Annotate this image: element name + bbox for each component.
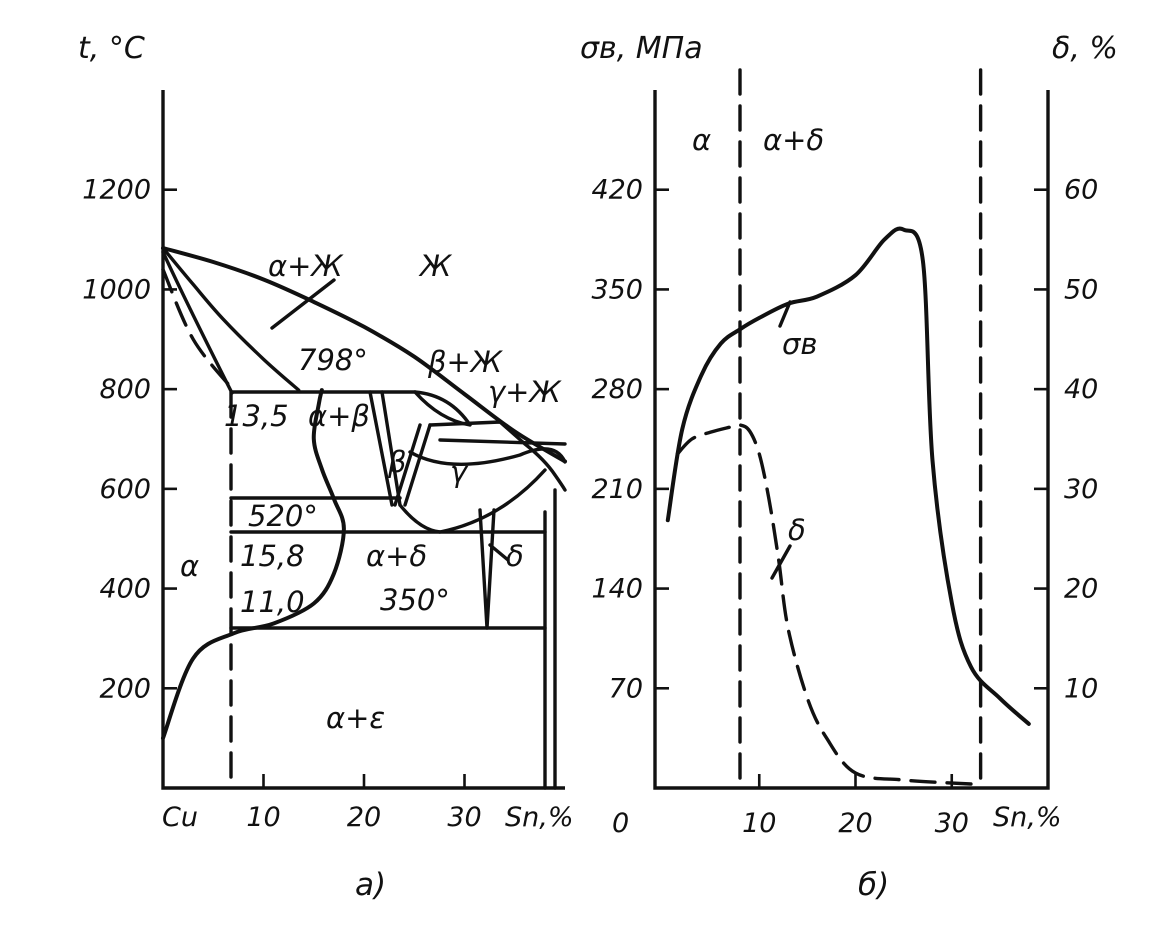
region-liquid: Ж: [418, 249, 453, 283]
panel-b-x-origin-label: 0: [612, 808, 629, 839]
panel-a-x-tick-label: 30: [447, 802, 481, 833]
region-alpha-delta: α+δ: [366, 539, 427, 573]
panel-a-y-tick-label: 800: [99, 374, 151, 405]
panel-a-caption: a): [355, 867, 386, 903]
panel-a-axes: [161, 90, 565, 790]
sigma-leader-line: [778, 300, 792, 328]
region-alpha: α: [180, 549, 199, 583]
panel-b-region-alpha-delta: α+δ: [763, 123, 824, 157]
panel-b-left-y-tick-label: 140: [591, 574, 643, 605]
label-350: 350°: [380, 583, 450, 617]
beta-left-boundary: [380, 390, 402, 507]
panel-b-right-axis-title: δ, %: [1052, 31, 1118, 66]
panel-b-left-y-tick-label: 70: [609, 673, 643, 704]
panel-b-right-y-tick-label: 20: [1064, 574, 1098, 605]
label-520: 520°: [248, 499, 318, 533]
panel-a-y-tick-label: 200: [99, 673, 151, 704]
panel-b-properties-chart: σв, МПа δ, % 70 140 210 280 350 420 10 20 30 40 5…: [580, 31, 1118, 903]
series-delta-label: δ: [788, 513, 806, 547]
panel-a-x-axis-title: Sn,%: [505, 802, 574, 833]
region-gamma: γ: [450, 455, 469, 489]
panel-a-x-tick-label: 10: [246, 802, 280, 833]
panel-a-phase-lines: [161, 246, 567, 790]
panel-b-x-ticks: 10 20 30: [742, 774, 969, 839]
series-sigma-label: σв: [782, 327, 817, 361]
region-alpha-epsilon: α+ε: [326, 701, 385, 735]
panel-a-y-tick-label: 1200: [82, 175, 151, 206]
beta-gamma-boundary-1: [393, 423, 422, 507]
alpha-solvus-line: [161, 388, 346, 741]
panel-a-x-tick-label: 20: [347, 802, 381, 833]
panel-a-y-ticks: 200 400 600 800 1000 1200: [82, 175, 177, 704]
alpha-beta-boundary: [368, 390, 394, 507]
panel-b-left-y-tick-label: 210: [591, 474, 643, 505]
panel-a-region-labels: α+Ж Ж 798° β+Ж γ+Ж 13,5 α+β β γ 520° 15,…: [180, 249, 562, 735]
panel-a-y-tick-label: 600: [99, 474, 151, 505]
region-beta: β: [387, 445, 407, 479]
panel-b-left-y-ticks: 70 140 210 280 350 420: [591, 175, 669, 704]
panel-a-phase-diagram: t, °C 200 400 600 800 1000 1200 10 20 30 Cu Sn,…: [78, 31, 574, 903]
gamma-lower-boundary: [398, 468, 547, 534]
panel-b-right-y-tick-label: 40: [1064, 374, 1098, 405]
region-gamma-liquid: γ+Ж: [488, 375, 562, 409]
panel-b-axes: [653, 90, 1050, 790]
panel-b-x-tick-label: 30: [935, 808, 969, 839]
region-alpha-beta: α+β: [308, 399, 370, 433]
panel-a-y-axis-title: t, °C: [78, 31, 145, 66]
gamma-upper-boundary: [408, 447, 567, 466]
panel-b-left-y-tick-label: 420: [591, 175, 643, 206]
series-sigma-curve: [665, 226, 1031, 726]
panel-b-left-y-tick-label: 350: [591, 274, 643, 305]
panel-a-y-tick-label: 400: [99, 574, 151, 605]
region-alpha-liquid: α+Ж: [268, 249, 344, 283]
series-delta-curve: [675, 423, 973, 786]
panel-b-left-y-tick-label: 280: [591, 374, 643, 405]
panel-b-right-y-tick-label: 10: [1064, 673, 1098, 704]
panel-a-x-ticks: 10 20 30: [246, 774, 482, 833]
panel-b-region-alpha: α: [692, 123, 711, 157]
delta-leader-line-b: [770, 544, 792, 580]
beta-liquid-boundary: [413, 390, 472, 427]
panel-b-x-tick-label: 10: [742, 808, 776, 839]
panel-b-x-tick-label: 20: [838, 808, 872, 839]
panel-b-right-y-ticks: 10 20 30 40 50 60: [1034, 175, 1098, 704]
panel-b-right-y-tick-label: 30: [1064, 474, 1098, 505]
beta-gamma-boundary-2: [403, 423, 432, 507]
panel-b-x-axis-title: Sn,%: [993, 802, 1062, 833]
delta-leader-line: [488, 543, 510, 562]
label-798: 798°: [298, 343, 368, 377]
gamma-liquid-boundary: [428, 420, 527, 446]
label-15-8: 15,8: [240, 539, 305, 573]
panel-b-caption: б): [858, 867, 889, 903]
solidus-line: [161, 246, 301, 392]
panel-b-left-axis-title: σв, МПа: [580, 31, 703, 66]
region-beta-liquid: β+Ж: [427, 345, 504, 379]
alpha-upper-boundary: [161, 250, 234, 395]
gamma-right-boundary: [523, 442, 567, 492]
alpha-liquid-leader-line: [270, 278, 336, 330]
label-13-5: 13,5: [224, 399, 289, 433]
delta-region-wedge: [478, 508, 496, 630]
region-delta: δ: [506, 539, 524, 573]
peritectic-line: [438, 438, 567, 446]
panel-a-y-tick-label: 1000: [82, 274, 151, 305]
panel-b-phase-boundaries: [738, 68, 983, 790]
panel-a-x-origin-label: Cu: [162, 802, 198, 833]
panel-b-right-y-tick-label: 60: [1064, 175, 1098, 206]
label-11-0: 11,0: [240, 585, 305, 619]
panel-b-right-y-tick-label: 50: [1064, 274, 1098, 305]
